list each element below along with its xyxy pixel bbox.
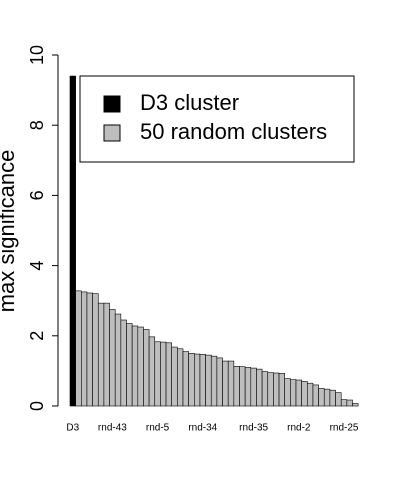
bar bbox=[352, 403, 359, 407]
bar bbox=[267, 372, 274, 407]
bar bbox=[182, 351, 189, 407]
bar bbox=[346, 399, 353, 407]
legend-box bbox=[79, 75, 355, 163]
bar bbox=[143, 329, 150, 407]
bar bbox=[284, 378, 291, 407]
bar bbox=[154, 341, 161, 407]
bar bbox=[273, 372, 280, 407]
x-tick-label: rnd-43 bbox=[98, 423, 127, 434]
bar bbox=[126, 323, 133, 407]
bar bbox=[81, 291, 88, 407]
bar bbox=[250, 367, 257, 407]
bar bbox=[86, 292, 93, 407]
bar bbox=[290, 379, 297, 407]
bar bbox=[194, 353, 201, 407]
bar bbox=[222, 360, 229, 407]
legend-label: D3 cluster bbox=[140, 90, 239, 115]
bar bbox=[239, 366, 246, 407]
y-tick-label: 4 bbox=[27, 261, 47, 271]
bar bbox=[261, 371, 269, 407]
bar bbox=[233, 366, 240, 407]
y-tick-label: 2 bbox=[27, 331, 47, 341]
y-axis-label: max significance bbox=[0, 150, 19, 313]
bar bbox=[165, 342, 173, 407]
bar bbox=[131, 325, 139, 407]
bar bbox=[69, 75, 76, 407]
bar bbox=[227, 360, 235, 407]
bar bbox=[335, 392, 342, 407]
bar bbox=[160, 341, 167, 407]
bar bbox=[329, 389, 336, 407]
bar bbox=[306, 382, 314, 407]
bar bbox=[295, 379, 302, 407]
bar bbox=[323, 388, 331, 407]
legend-swatch bbox=[103, 124, 121, 142]
bar bbox=[244, 367, 252, 407]
x-tick-label: rnd-5 bbox=[146, 423, 170, 434]
bar bbox=[137, 326, 144, 407]
x-tick-label: D3 bbox=[66, 423, 79, 434]
bar bbox=[216, 357, 223, 407]
bar bbox=[177, 348, 184, 407]
y-tick-label: 0 bbox=[27, 401, 47, 411]
bar bbox=[301, 381, 308, 407]
x-tick-label: rnd-2 bbox=[287, 423, 311, 434]
bar bbox=[340, 399, 348, 407]
bar bbox=[205, 354, 212, 407]
bar bbox=[312, 384, 319, 407]
bar bbox=[109, 309, 116, 407]
bar bbox=[92, 293, 99, 407]
bar bbox=[278, 373, 285, 407]
bar bbox=[97, 302, 105, 407]
x-tick-label: rnd-25 bbox=[330, 423, 359, 434]
bar bbox=[114, 313, 122, 407]
bar bbox=[148, 336, 156, 407]
bar bbox=[318, 388, 325, 407]
bar bbox=[210, 355, 218, 407]
x-tick-label: rnd-35 bbox=[239, 423, 268, 434]
legend-swatch bbox=[103, 95, 121, 113]
y-tick-label: 6 bbox=[27, 190, 47, 200]
x-tick-label: rnd-34 bbox=[188, 423, 217, 434]
y-tick-label: 10 bbox=[27, 45, 47, 65]
y-tick-label: 8 bbox=[27, 120, 47, 130]
bar bbox=[120, 319, 127, 407]
legend-label: 50 random clusters bbox=[140, 119, 327, 144]
bar bbox=[199, 354, 206, 407]
bar bbox=[256, 368, 263, 407]
bar bbox=[171, 346, 178, 407]
bar bbox=[188, 353, 195, 407]
bar bbox=[103, 302, 110, 407]
bar bbox=[75, 290, 82, 407]
